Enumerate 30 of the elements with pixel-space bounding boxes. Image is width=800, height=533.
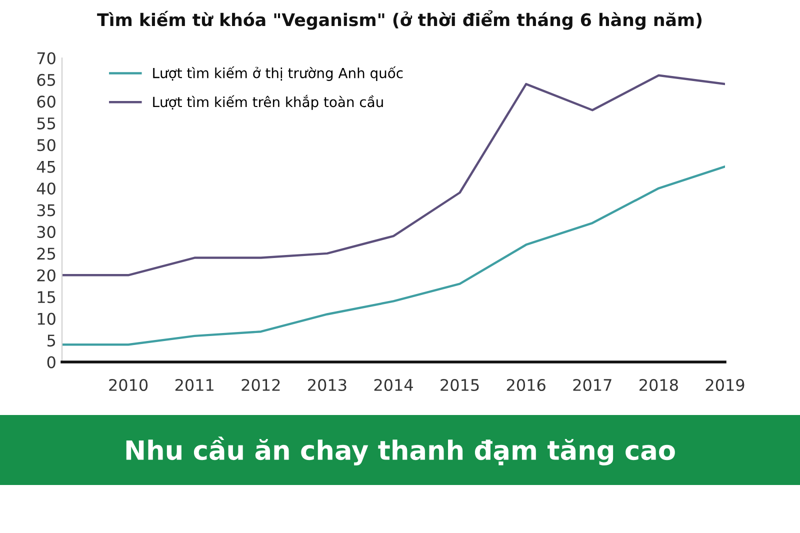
x-tick-label: 2017	[573, 378, 612, 392]
line-series	[62, 165, 725, 346]
y-tick-label: 60	[37, 96, 56, 108]
x-tick-label: 2010	[109, 378, 148, 392]
y-tick-label: 20	[37, 269, 56, 282]
x-tick-label: 2014	[374, 378, 413, 392]
y-tick-label: 15	[38, 291, 56, 304]
y-tick-label: 50	[37, 139, 56, 152]
y-tick-label: 45	[36, 160, 56, 173]
x-tick-label: 2012	[242, 378, 280, 392]
x-tick-label: 2011	[175, 378, 214, 392]
y-tick-label: 70	[37, 52, 56, 64]
x-tick-label: 2013	[308, 378, 346, 392]
y-tick-label: 55	[37, 118, 56, 130]
y-tick-label: 5	[48, 334, 56, 347]
x-tick-label: 2016	[506, 378, 546, 392]
x-tick-label: 2015	[440, 378, 479, 392]
y-tick-label: 40	[36, 182, 56, 195]
y-tick-label: 30	[37, 226, 56, 238]
legend-label: Lượt tìm kiếm trên khắp toàn cầu	[153, 94, 383, 110]
y-tick-label: 35	[37, 204, 56, 216]
y-tick-label: 10	[38, 312, 56, 325]
chart-title: Tìm kiếm từ khóa "Veganism" (ở thời điểm tháng 6 hàng năm)	[97, 10, 702, 30]
legend-label: Lượt tìm kiếm ở thị trường Anh quốc	[153, 66, 403, 81]
x-tick-label: 2019	[706, 378, 744, 392]
y-tick-label: 0	[47, 356, 56, 368]
text: Nhu cầu ăn chay thanh đạm tăng cao	[126, 436, 675, 466]
x-tick-label: 2018	[640, 378, 678, 392]
y-tick-label: 25	[37, 248, 56, 260]
y-tick-label: 65	[37, 74, 56, 86]
